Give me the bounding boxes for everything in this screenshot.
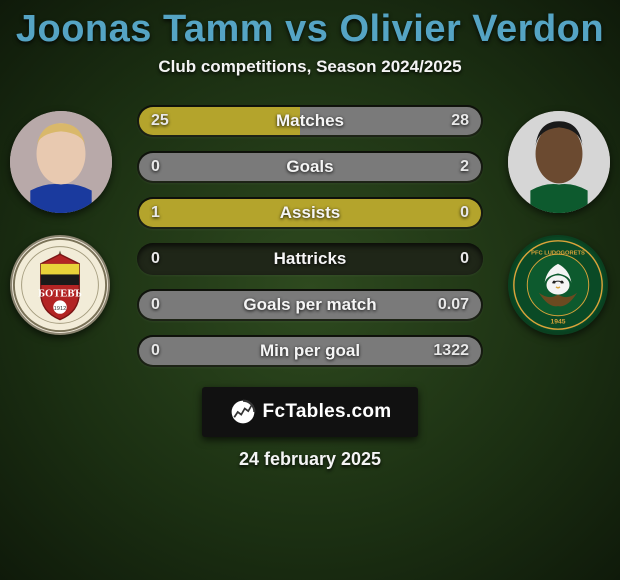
player2-avatar bbox=[508, 111, 610, 213]
svg-text:1945: 1945 bbox=[551, 318, 566, 325]
left-avatars-column: БОТЕВЪ 1912 bbox=[10, 111, 112, 335]
stat-value-right: 0.07 bbox=[438, 296, 469, 314]
player2-club-badge: PFC LUDOGORETS 1945 bbox=[508, 235, 608, 335]
stat-value-left: 0 bbox=[151, 158, 160, 176]
svg-text:1912: 1912 bbox=[54, 306, 67, 312]
page-title: Joonas Tamm vs Olivier Verdon bbox=[16, 8, 604, 51]
player1-avatar-icon bbox=[10, 111, 112, 213]
stat-label: Matches bbox=[276, 111, 344, 131]
stat-value-right: 1322 bbox=[433, 342, 469, 360]
footer-text: FcTables.com bbox=[263, 401, 392, 423]
player2-avatar-icon bbox=[508, 111, 610, 213]
svg-text:БОТЕВЪ: БОТЕВЪ bbox=[38, 289, 82, 300]
stat-value-right: 0 bbox=[460, 204, 469, 222]
stat-label: Goals per match bbox=[243, 295, 376, 315]
svg-text:PFC LUDOGORETS: PFC LUDOGORETS bbox=[531, 250, 585, 256]
stat-value-left: 0 bbox=[151, 296, 160, 314]
player1-avatar bbox=[10, 111, 112, 213]
stat-label: Goals bbox=[286, 157, 333, 177]
footer-badge: FcTables.com bbox=[202, 387, 418, 437]
right-avatars-column: PFC LUDOGORETS 1945 bbox=[508, 111, 610, 335]
stat-value-left: 0 bbox=[151, 342, 160, 360]
stat-row: 0 0 Hattricks bbox=[137, 243, 483, 275]
stat-value-left: 1 bbox=[151, 204, 160, 222]
stats-area: БОТЕВЪ 1912 bbox=[0, 105, 620, 367]
player2-club-icon: PFC LUDOGORETS 1945 bbox=[510, 235, 606, 335]
stat-row: 0 1322 Min per goal bbox=[137, 335, 483, 367]
stat-label: Min per goal bbox=[260, 341, 360, 361]
stat-row: 1 0 Assists bbox=[137, 197, 483, 229]
stat-label: Hattricks bbox=[274, 249, 347, 269]
stats-bars: 2528Matches02Goals10Assists00Hattricks00… bbox=[137, 105, 483, 367]
player1-club-badge: БОТЕВЪ 1912 bbox=[10, 235, 110, 335]
stat-value-right: 0 bbox=[460, 250, 469, 268]
stat-label: Assists bbox=[280, 203, 340, 223]
stat-value-right: 2 bbox=[460, 158, 469, 176]
subtitle: Club competitions, Season 2024/2025 bbox=[158, 57, 461, 77]
date: 24 february 2025 bbox=[239, 449, 381, 470]
stat-value-left: 25 bbox=[151, 112, 169, 130]
stat-row: 25 28 Matches bbox=[137, 105, 483, 137]
content-container: Joonas Tamm vs Olivier Verdon Club compe… bbox=[0, 0, 620, 580]
fctables-logo-icon bbox=[229, 398, 257, 426]
stat-value-right: 28 bbox=[451, 112, 469, 130]
stat-row: 0 2 Goals bbox=[137, 151, 483, 183]
stat-row: 0 0.07 Goals per match bbox=[137, 289, 483, 321]
stat-value-left: 0 bbox=[151, 250, 160, 268]
player1-club-icon: БОТЕВЪ 1912 bbox=[12, 235, 108, 335]
